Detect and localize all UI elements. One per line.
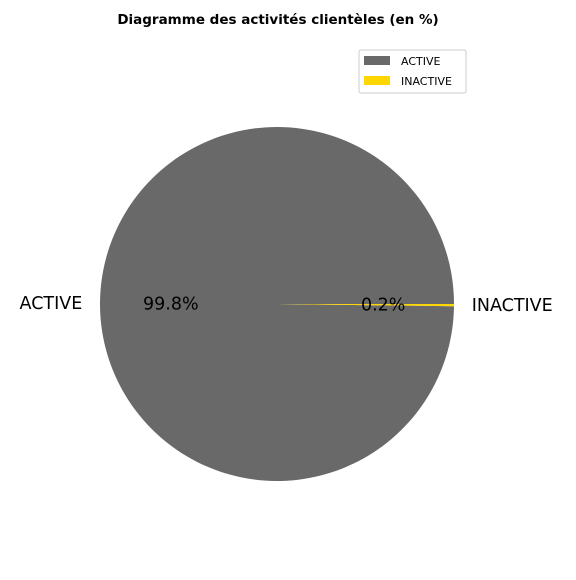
category-label-active: ACTIVE (20, 294, 83, 314)
legend-label-active: ACTIVE (401, 55, 441, 68)
pie-slices (100, 127, 455, 482)
category-label-inactive: INACTIVE (472, 296, 553, 316)
legend-swatch-active (364, 56, 390, 65)
legend-swatch-inactive (364, 76, 390, 85)
pct-label-inactive: 0.2% (361, 296, 405, 316)
chart-title: Diagramme des activités clientèles (en %… (117, 12, 438, 28)
pie-labels: 99.8% ACTIVE 0.2% INACTIVE (20, 294, 553, 316)
pie-slice-active (100, 127, 455, 482)
legend-label-inactive: INACTIVE (401, 75, 452, 88)
pct-label-active: 99.8% (143, 294, 199, 314)
legend: ACTIVE INACTIVE (358, 49, 467, 94)
pie-slice-inactive (277, 304, 454, 307)
